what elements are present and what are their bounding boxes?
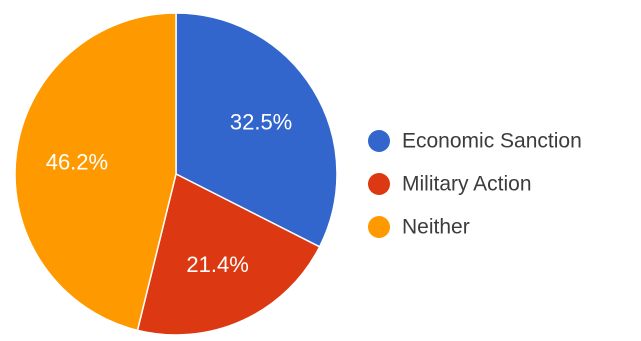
pie-slices xyxy=(14,12,338,336)
data-label-neither: 46.2% xyxy=(46,149,108,174)
legend-marker-neither xyxy=(368,216,390,238)
data-label-economic-sanction: 32.5% xyxy=(230,109,292,134)
legend-label-economic-sanction: Economic Sanction xyxy=(402,130,582,153)
data-label-military-action: 21.4% xyxy=(186,252,248,277)
legend-item-neither: Neither xyxy=(368,216,470,239)
pie-data-labels: 32.5% 21.4% 46.2% xyxy=(46,109,293,277)
legend-marker-military-action xyxy=(368,173,390,195)
legend-item-military-action: Military Action xyxy=(368,173,532,196)
pie-slice-military-action xyxy=(136,172,321,336)
legend-label-neither: Neither xyxy=(402,216,470,239)
legend-marker-economic-sanction xyxy=(368,130,390,152)
pie-slice-economic-sanction xyxy=(175,12,338,248)
legend-item-economic-sanction: Economic Sanction xyxy=(368,130,582,153)
legend-label-military-action: Military Action xyxy=(402,173,532,196)
pie-slice-neither xyxy=(14,12,177,332)
legend: Economic Sanction Military Action Neither xyxy=(368,130,582,239)
